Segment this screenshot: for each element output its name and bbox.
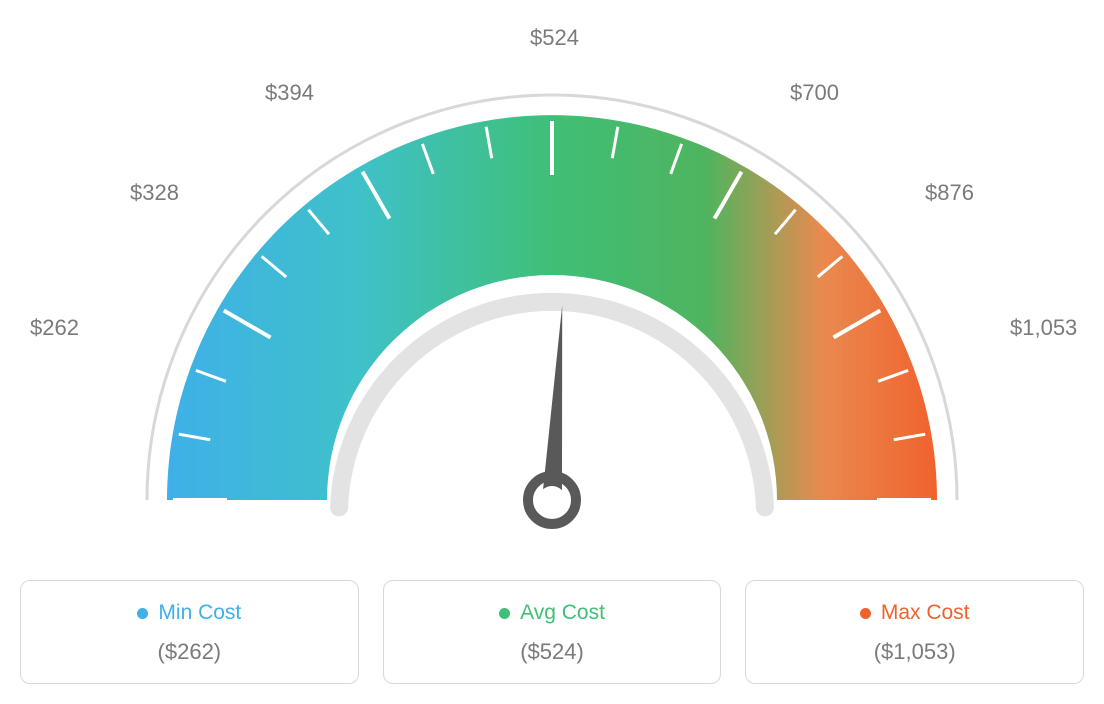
gauge-svg <box>20 20 1084 560</box>
legend-card-max: Max Cost ($1,053) <box>745 580 1084 684</box>
legend-title-label: Avg Cost <box>520 601 605 625</box>
legend-title-min: Min Cost <box>137 601 241 625</box>
legend-title-max: Max Cost <box>860 601 970 625</box>
dot-icon <box>860 608 871 619</box>
legend-title-label: Max Cost <box>881 601 970 625</box>
gauge-tick-label: $524 <box>530 25 579 51</box>
gauge-tick-label: $1,053 <box>1010 315 1077 341</box>
gauge-tick-label: $262 <box>30 315 79 341</box>
gauge-tick-label: $328 <box>130 180 179 206</box>
legend-card-min: Min Cost ($262) <box>20 580 359 684</box>
legend-card-avg: Avg Cost ($524) <box>383 580 722 684</box>
gauge-tick-label: $394 <box>265 80 314 106</box>
gauge-chart: $262 $328 $394 $524 $700 $876 $1,053 <box>20 20 1084 560</box>
legend-value-min: ($262) <box>31 639 348 665</box>
legend-title-label: Min Cost <box>158 601 241 625</box>
gauge-tick-label: $700 <box>790 80 839 106</box>
dot-icon <box>137 608 148 619</box>
legend-title-avg: Avg Cost <box>499 601 605 625</box>
legend-value-max: ($1,053) <box>756 639 1073 665</box>
dot-icon <box>499 608 510 619</box>
gauge-tick-label: $876 <box>925 180 974 206</box>
legend-value-avg: ($524) <box>394 639 711 665</box>
legend: Min Cost ($262) Avg Cost ($524) Max Cost… <box>20 580 1084 684</box>
